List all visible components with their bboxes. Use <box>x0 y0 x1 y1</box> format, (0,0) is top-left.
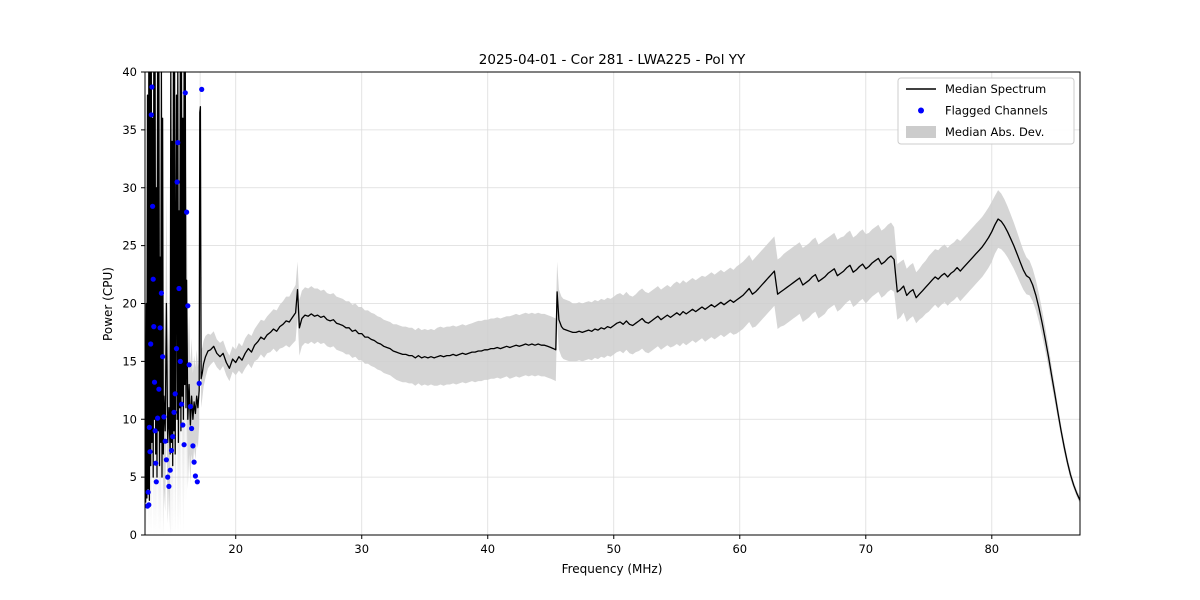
flagged-channel-dot <box>163 457 169 463</box>
x-tick-label: 20 <box>228 542 243 556</box>
flagged-channel-dot <box>165 474 171 480</box>
legend: Median Spectrum Flagged Channels Median … <box>897 77 1075 145</box>
flagged-channel-dot <box>157 325 163 331</box>
flagged-channel-dot <box>187 403 193 410</box>
flagged-channel-dot <box>156 386 162 392</box>
flagged-channel-dot <box>148 112 154 118</box>
chart-title: 2025-04-01 - Cor 281 - LWA225 - Pol YY <box>479 52 746 68</box>
flagged-channel-dot <box>182 90 188 96</box>
flagged-channel-dot <box>168 447 175 454</box>
x-tick-label: 70 <box>858 542 873 556</box>
flagged-channel-dot <box>196 380 202 386</box>
y-tick-label: 15 <box>122 354 137 368</box>
y-tick-label: 10 <box>122 412 137 426</box>
flagged-channel-dot <box>173 346 180 352</box>
y-axis-label: Power (CPU) <box>101 267 115 341</box>
y-tick-label: 5 <box>130 470 137 484</box>
flagged-channel-dot <box>146 424 152 430</box>
flagged-channel-dot <box>167 467 173 473</box>
flagged-channel-dot <box>161 414 167 420</box>
flagged-channel-dot <box>178 401 185 407</box>
flagged-channel-dot <box>190 443 196 449</box>
y-tick-label: 25 <box>122 239 137 253</box>
flagged-channel-dot <box>151 379 158 385</box>
flagged-channel-dot <box>158 290 164 296</box>
flagged-channel-dot <box>181 442 187 448</box>
flagged-channel-dot <box>177 358 183 364</box>
flagged-channel-dot <box>155 415 161 421</box>
flagged-channel-dot <box>145 489 151 495</box>
y-tick-label: 30 <box>122 181 137 195</box>
flagged-channel-dot <box>152 428 158 434</box>
median-spectrum-line <box>144 71 1081 503</box>
flagged-channel-dot <box>171 409 177 415</box>
y-tick-label: 35 <box>122 123 137 137</box>
legend-label-median-abs-dev: Median Abs. Dev. <box>945 125 1044 139</box>
mad-band <box>145 72 1081 535</box>
flagged-channel-dot <box>189 425 195 432</box>
flagged-channel-dot <box>146 502 152 508</box>
y-tick-label: 20 <box>122 297 137 311</box>
flagged-channel-dot <box>175 140 181 146</box>
flagged-channel-dot <box>150 276 156 282</box>
flagged-channel-dot <box>180 422 186 428</box>
flagged-channel-dot <box>184 209 190 215</box>
flagged-channel-dot <box>194 479 200 485</box>
x-axis-label: Frequency (MHz) <box>562 562 663 576</box>
x-tick-label: 30 <box>354 542 369 556</box>
x-tick-label: 40 <box>480 542 495 556</box>
flagged-channel-dot <box>151 324 157 330</box>
flagged-channel-dot <box>174 179 180 185</box>
flagged-channel-dot <box>149 84 155 90</box>
flagged-channel-dot <box>153 460 159 466</box>
flagged-channel-dot <box>148 341 154 347</box>
flagged-channel-dot <box>191 459 197 465</box>
legend-label-flagged-channels: Flagged Channels <box>945 104 1048 118</box>
flagged-channel-dot <box>186 362 192 368</box>
x-tick-label: 60 <box>732 542 747 556</box>
flagged-channel-dot <box>172 391 178 397</box>
legend-patch-sample-icon <box>906 126 936 138</box>
flagged-channel-dot <box>160 354 166 360</box>
y-tick-label: 40 <box>122 65 137 79</box>
x-tick-label: 80 <box>984 542 999 556</box>
legend-marker-sample-icon <box>918 107 924 114</box>
plot-area: 20 30 40 50 60 70 80 0 5 10 15 20 25 30 35 40 <box>122 65 1081 556</box>
legend-label-median-spectrum: Median Spectrum <box>945 82 1046 96</box>
flagged-channel-dot <box>199 86 205 92</box>
y-tick-label: 0 <box>130 528 137 542</box>
flagged-channel-dot <box>153 479 159 485</box>
flagged-channel-dot <box>185 303 191 309</box>
flagged-channel-dot <box>170 434 176 440</box>
flagged-channel-dot <box>192 473 198 479</box>
flagged-channel-dot <box>176 285 182 292</box>
legend-box <box>897 77 1075 145</box>
flagged-channel-dot <box>162 438 168 444</box>
flagged-channel-dot <box>166 483 172 489</box>
x-tick-label: 50 <box>606 542 621 556</box>
flagged-channel-dot <box>150 203 156 209</box>
flagged-channel-dot <box>147 449 153 455</box>
